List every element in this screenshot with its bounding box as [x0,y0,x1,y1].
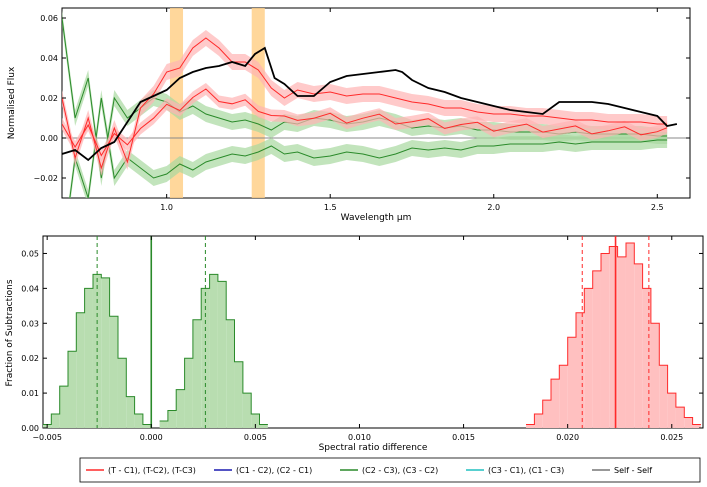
top-ytick-label-1: 0.00 [40,134,58,143]
green-band-lower [68,90,668,198]
hist-1-bar-7 [217,281,227,428]
bottom-xlabel: Spectral ratio difference [319,443,428,453]
hist-0-bar-5 [84,288,93,428]
bot-xtick-label-2: 0.005 [244,433,267,442]
hist-1-bar-10 [242,393,252,428]
hist-1-bar-0 [159,421,168,428]
hist-2-bar-10 [609,246,618,428]
hist-0-bar-12 [142,424,152,428]
hist-1-outline [159,273,268,425]
bot-ytick-label-0: 0.00 [21,424,39,433]
hist-0-bar-3 [67,351,77,428]
hist-0-bar-9 [117,358,127,428]
bot-ytick-label-2: 0.02 [21,354,39,363]
top-ytick-label-0: −0.02 [33,174,58,183]
top-xtick-label-2: 2.0 [487,203,500,212]
legend-label-3: (C3 - C1), (C1 - C3) [488,466,564,475]
top-ylabel: Normalised Flux [7,66,17,139]
top-ytick-label-3: 0.04 [40,54,58,63]
bot-xtick-label-1: 0.000 [140,433,163,442]
legend-label-4: Self - Self [614,466,652,475]
red-band-lower [62,83,668,162]
top-xtick-label-0: 1.0 [160,203,173,212]
hist-2-bar-9 [600,253,610,428]
hist-2-bar-3 [551,379,560,428]
hist-1-bar-8 [226,319,235,428]
bot-xtick-label-6: 0.025 [660,433,683,442]
bot-xtick-label-3: 0.010 [348,433,371,442]
hist-0-bar-2 [59,386,68,428]
hist-1-bar-12 [259,424,268,428]
hist-1-bar-11 [251,414,260,428]
hist-1-bar-4 [192,319,202,428]
top-xtick-label-1: 1.5 [324,203,337,212]
red-line-lower [62,88,668,157]
hist-0-bar-4 [76,312,85,428]
hist-2-bar-8 [592,270,601,428]
bot-xtick-label-5: 0.020 [556,433,579,442]
histogram-panel: Spectral ratio difference Fraction of Su… [5,235,704,453]
top-xtick-label-3: 2.5 [651,203,664,212]
hist-0-bar-1 [51,414,60,428]
bottom-plot-area [43,236,701,428]
hist-2-bar-0 [526,424,535,428]
hist-1-bar-9 [234,361,243,428]
hist-2-bar-7 [584,288,593,428]
bottom-ylabel: Fraction of Subtractions [5,279,15,386]
bot-ytick-label-5: 0.05 [21,249,39,258]
bot-ytick-label-4: 0.04 [21,284,39,293]
top-ytick-label-4: 0.06 [40,14,58,23]
hist-2-bar-6 [575,312,585,428]
bot-ytick-label-3: 0.03 [21,319,39,328]
hist-2-outline [526,242,701,425]
bot-xtick-label-0: −0.005 [32,433,62,442]
legend-label-2: (C2 - C3), (C3 - C2) [362,466,438,475]
hist-2-bar-12 [625,242,635,428]
hist-2-bar-11 [617,256,626,428]
legend-label-1: (C1 - C2), (C2 - C1) [236,466,312,475]
hist-2-bar-16 [659,365,668,428]
hist-2-bar-13 [634,263,643,428]
top-plot-area [62,8,690,198]
hist-2-bar-19 [684,417,693,428]
hist-2-bar-14 [642,288,651,428]
hist-0-bar-10 [126,396,135,428]
hist-2-bar-20 [692,424,701,428]
black-line [62,46,678,162]
hist-2-bar-4 [559,365,568,428]
top-ytick-label-2: 0.02 [40,94,58,103]
hist-1-bar-2 [176,389,185,428]
hist-1-bar-1 [167,410,177,428]
hist-0-bar-7 [101,277,110,428]
hist-1-bar-3 [184,358,193,428]
hist-2-bar-5 [567,337,576,428]
hist-2-bar-17 [667,393,676,428]
hist-2-bar-15 [650,323,660,428]
hist-2-bar-18 [675,407,685,428]
legend: (T - C1), (T-C2), (T-C3) (C1 - C2), (C2 -… [79,457,701,483]
green-line-lower [69,97,668,198]
hist-0-bar-11 [134,414,143,428]
hist-2-bar-2 [542,400,552,428]
spectrum-panel: Wavelength μm Normalised Flux 1.0 1.5 2.0 2… [7,7,691,223]
legend-label-0: (T - C1), (T-C2), (T-C3) [108,466,196,475]
top-xlabel: Wavelength μm [341,213,412,223]
hist-2-bar-1 [534,414,543,428]
hist-0-bar-8 [109,316,118,428]
hist-1-bar-6 [209,274,218,428]
bot-ytick-label-1: 0.01 [21,389,39,398]
bot-xtick-label-4: 0.015 [452,433,475,442]
